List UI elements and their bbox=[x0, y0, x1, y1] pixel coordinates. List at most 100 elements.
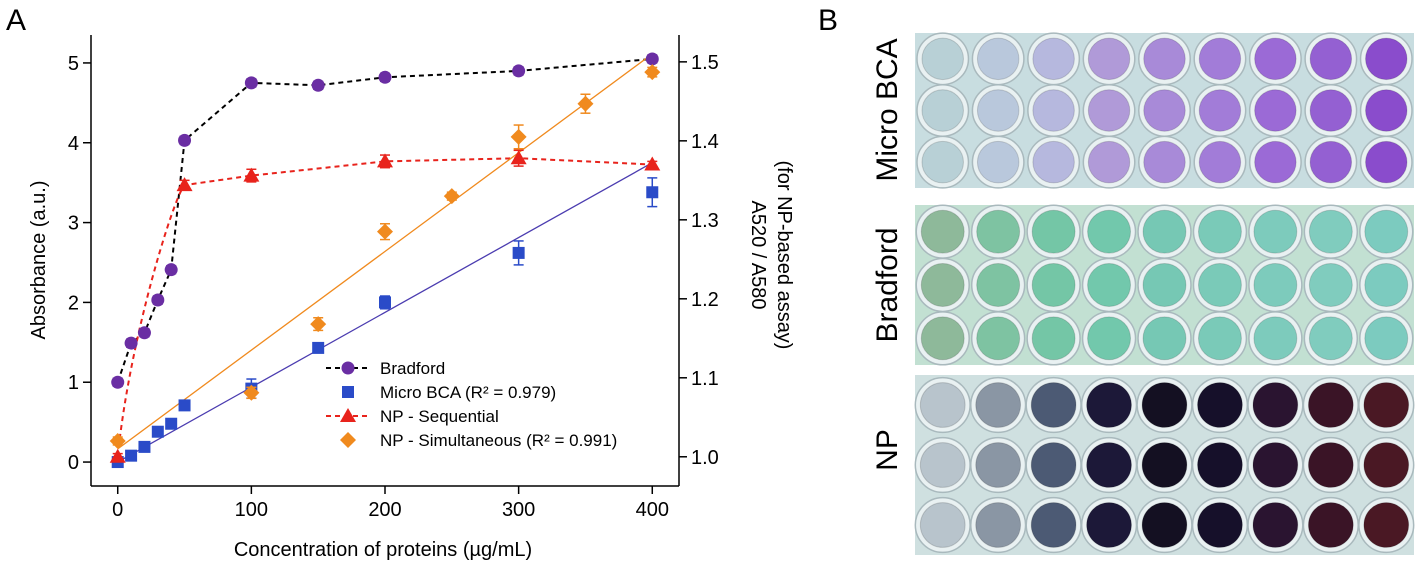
micro-bca-well bbox=[1032, 37, 1075, 81]
plate-label-np: NP bbox=[871, 429, 904, 471]
bradford-well bbox=[1364, 316, 1409, 361]
bradford-well bbox=[920, 316, 965, 361]
panel-a-label: A bbox=[6, 4, 26, 37]
np-simultaneous-r-0-991-point bbox=[377, 223, 393, 240]
bradford-point bbox=[137, 326, 151, 340]
np-simultaneous-r-0-991-fit-line bbox=[117, 53, 653, 450]
legend-label-bradford: Bradford bbox=[380, 359, 445, 378]
bradford-well bbox=[1197, 209, 1242, 254]
np-simultaneous-r-0-991-point bbox=[109, 432, 126, 449]
np-well bbox=[1141, 382, 1188, 428]
x-axis-title: Concentration of proteins (µg/mL) bbox=[234, 539, 532, 561]
np-well bbox=[919, 442, 966, 488]
bradford-point bbox=[311, 78, 325, 92]
bradford-well bbox=[1253, 316, 1298, 361]
micro-bca-r-0-979-point bbox=[125, 449, 138, 462]
micro-bca-well bbox=[921, 89, 964, 132]
legend-label-micro-bca-r-0-979: Micro BCA (R² = 0.979) bbox=[380, 383, 556, 402]
np-well bbox=[1030, 442, 1077, 488]
x-tick-label: 400 bbox=[636, 499, 669, 521]
np-well bbox=[1252, 502, 1299, 548]
np-well bbox=[1197, 442, 1243, 488]
bradford-point bbox=[178, 133, 192, 147]
tick-labels: 0 100 200 300 400 0 1 2 3 4 5 1.0 1.1 1.2 1.3 1.4 1.5 bbox=[68, 52, 719, 521]
micro-bca-r-0-979-point bbox=[178, 399, 191, 412]
micro-bca-r-0-979-point bbox=[151, 425, 164, 438]
micro-bca-r-0-979-point bbox=[138, 440, 151, 453]
np-well bbox=[1030, 502, 1077, 548]
np-well bbox=[1030, 382, 1077, 428]
bradford-well bbox=[1142, 316, 1187, 361]
bradford-point bbox=[244, 76, 258, 90]
bradford-well bbox=[920, 263, 965, 307]
np-well bbox=[1252, 442, 1299, 488]
x-tick-label: 100 bbox=[235, 499, 268, 521]
data-marks bbox=[109, 52, 661, 469]
np-well bbox=[1252, 382, 1299, 428]
micro-bca-well bbox=[1309, 89, 1353, 132]
bradford-well bbox=[1308, 316, 1353, 361]
np-well bbox=[919, 382, 966, 428]
micro-bca-r-0-979-point bbox=[312, 341, 325, 354]
micro-bca-well bbox=[976, 140, 1020, 184]
bradford-well bbox=[1308, 263, 1353, 307]
np-well bbox=[1363, 502, 1410, 548]
np-well bbox=[1307, 442, 1354, 488]
legend: Bradford Micro BCA (R² = 0.979) NP - Seque… bbox=[326, 359, 617, 450]
y-left-tick-label: 1 bbox=[68, 372, 79, 394]
micro-bca-well bbox=[1365, 140, 1408, 184]
bradford-point bbox=[645, 52, 659, 66]
y-axis-right-title-line2: (for NP-based assay) bbox=[773, 161, 795, 350]
np-well bbox=[1086, 502, 1132, 548]
np-sequential-point bbox=[377, 153, 393, 168]
micro-bca-well bbox=[1254, 89, 1297, 132]
y-left-tick-label: 4 bbox=[68, 133, 79, 155]
axes-frame bbox=[83, 35, 687, 494]
np-well bbox=[975, 382, 1022, 428]
micro-bca-well bbox=[1032, 140, 1075, 184]
micro-bca-well bbox=[1087, 89, 1131, 132]
np-well bbox=[1363, 442, 1410, 488]
bradford-point bbox=[512, 64, 526, 78]
y-right-tick-label: 1.1 bbox=[691, 368, 719, 390]
legend-marker-np-sequential bbox=[340, 408, 356, 422]
np-well bbox=[975, 442, 1022, 488]
y-axis-left-title: Absorbance (a.u.) bbox=[28, 181, 50, 340]
plate-bradford bbox=[915, 204, 1414, 366]
micro-bca-well bbox=[1309, 140, 1353, 184]
np-well bbox=[1141, 442, 1188, 488]
np-simultaneous-r-0-991-point bbox=[577, 95, 594, 112]
np-sequential-point bbox=[176, 177, 193, 192]
micro-bca-well bbox=[1087, 140, 1131, 184]
bradford-well bbox=[1087, 263, 1132, 307]
np-simultaneous-r-0-991-point bbox=[644, 64, 661, 81]
y-axis-right-title-line1: A520 / A580 bbox=[747, 201, 769, 310]
micro-bca-well bbox=[1143, 37, 1186, 81]
legend-marker-np-simultaneous-r-0-991 bbox=[340, 432, 356, 448]
micro-bca-well bbox=[1309, 37, 1353, 81]
micro-bca-well bbox=[976, 37, 1020, 81]
bradford-well bbox=[976, 263, 1021, 307]
bradford-well bbox=[1364, 263, 1409, 307]
micro-bca-well bbox=[1032, 89, 1075, 132]
bradford-well bbox=[1197, 263, 1242, 307]
np-well bbox=[1086, 382, 1132, 428]
micro-bca-well bbox=[1254, 37, 1297, 81]
np-well bbox=[1086, 442, 1132, 488]
micro-bca-well bbox=[1254, 140, 1297, 184]
bradford-well bbox=[976, 209, 1021, 254]
plate-label-bradford: Bradford bbox=[871, 227, 904, 342]
plate-np bbox=[914, 375, 1415, 555]
micro-bca-r-0-979-point bbox=[512, 246, 525, 259]
micro-bca-well bbox=[921, 140, 964, 184]
bradford-well bbox=[1142, 209, 1187, 254]
bradford-well bbox=[1031, 263, 1076, 307]
micro-bca-well bbox=[1143, 140, 1186, 184]
np-sequential-point bbox=[644, 156, 661, 171]
micro-bca-r-0-979-point bbox=[646, 186, 659, 199]
np-sequential-point bbox=[243, 167, 260, 182]
bradford-point bbox=[111, 375, 125, 389]
np-well bbox=[975, 502, 1022, 548]
np-well bbox=[1141, 502, 1188, 548]
